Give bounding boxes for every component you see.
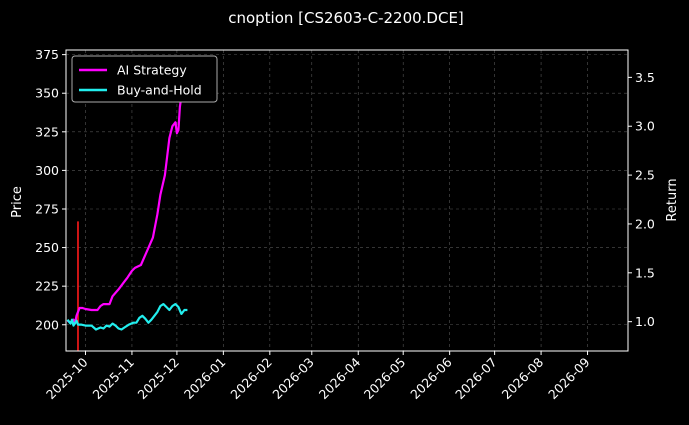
x-tick-label: 2025-11	[90, 355, 138, 403]
x-tick-label: 2026-03	[269, 355, 317, 403]
x-tick-label: 2026-09	[545, 354, 593, 402]
x-tick-label: 2026-08	[499, 354, 547, 402]
y-tick-label: 275	[35, 201, 59, 216]
y-tick-label: 300	[35, 163, 59, 178]
y2-tick-label: 1.5	[635, 265, 655, 280]
y2-tick-label: 2.5	[635, 168, 655, 183]
plot-frame	[65, 49, 629, 352]
legend-label: Buy-and-Hold	[117, 83, 202, 98]
y2-axis-label: Return	[665, 178, 680, 221]
x-tick-label: 2026-01	[181, 355, 229, 403]
y2-tick-label: 1.0	[635, 314, 655, 329]
y-axis-right: 1.0 1.5 2.0 2.5 3.0 3.5	[628, 70, 655, 329]
y-tick-label: 375	[35, 47, 59, 62]
legend-label: AI Strategy	[117, 63, 187, 78]
x-tick-label: 2026-05	[361, 355, 409, 403]
x-axis: 2025-102025-112025-122026-012026-022026-…	[43, 351, 593, 402]
y-axis-left: 200 225 250 275 300 325 350 375	[35, 47, 66, 332]
grid	[66, 50, 628, 351]
x-tick-label: 2026-04	[316, 354, 364, 402]
y-tick-label: 225	[35, 279, 59, 294]
y-tick-label: 200	[35, 317, 59, 332]
series-line-ai-strategy	[66, 57, 187, 325]
series-lines	[66, 57, 188, 331]
x-tick-label: 2025-10	[43, 354, 91, 402]
series-line-buy-and-hold	[66, 303, 188, 331]
y-tick-label: 350	[35, 86, 59, 101]
y-axis-label: Price	[10, 186, 25, 218]
chart-title: cnoption [CS2603-C-2200.DCE]	[228, 9, 464, 27]
legend: AI Strategy Buy-and-Hold	[71, 55, 218, 103]
y-tick-label: 250	[35, 240, 59, 255]
y-tick-label: 325	[35, 124, 59, 139]
legend-box	[71, 55, 218, 103]
x-tick-label: 2025-12	[134, 355, 182, 403]
y2-tick-label: 2.0	[635, 216, 655, 231]
x-tick-label: 2026-06	[407, 354, 455, 402]
y2-tick-label: 3.0	[635, 119, 655, 134]
x-tick-label: 2026-07	[452, 355, 500, 403]
x-tick-label: 2026-02	[227, 355, 275, 403]
y2-tick-label: 3.5	[635, 70, 655, 85]
